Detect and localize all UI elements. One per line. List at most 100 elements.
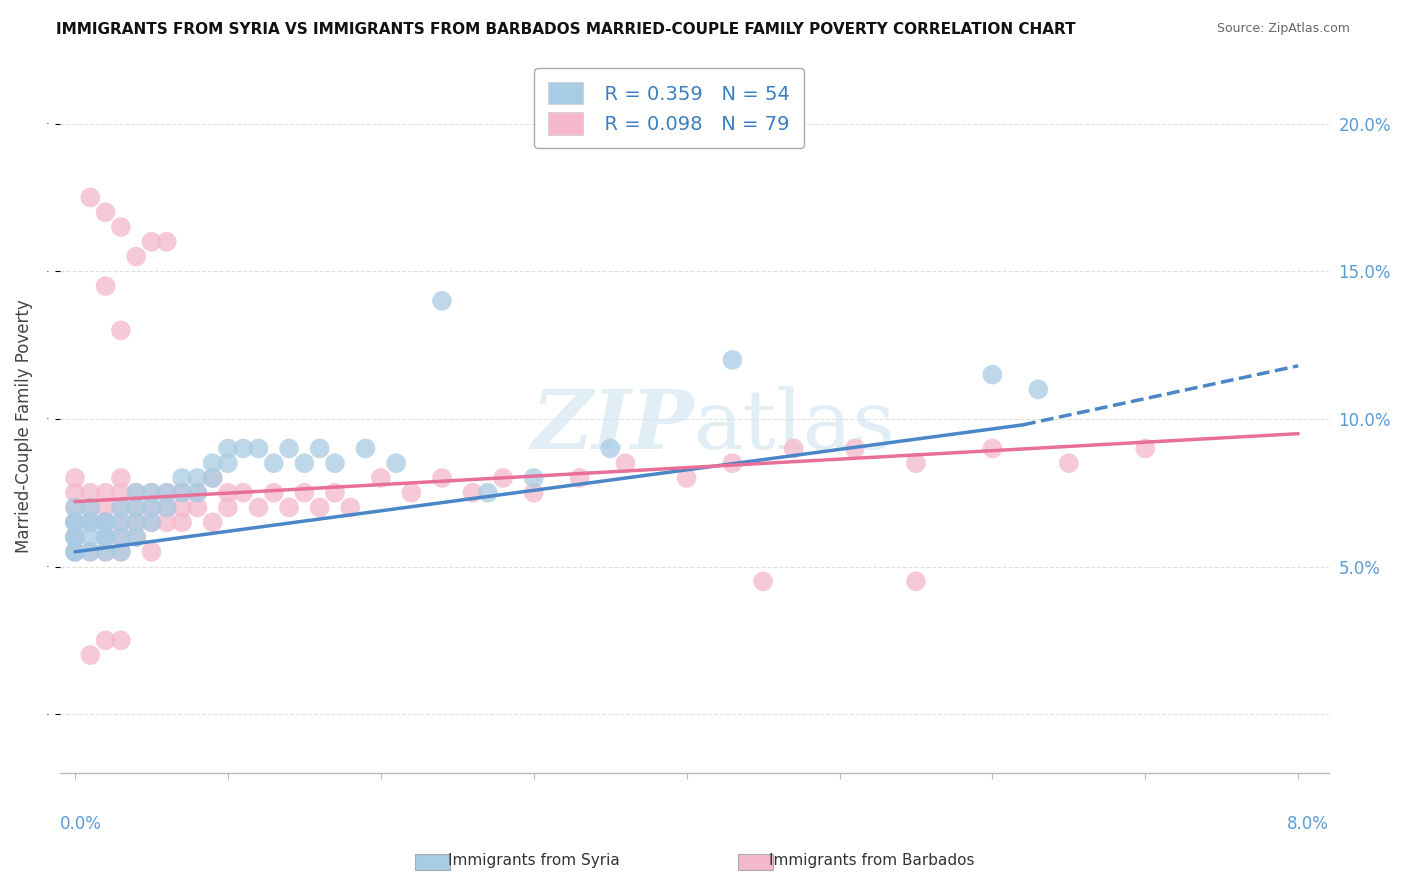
Point: [63, 485, 86, 500]
Point: [141, 235, 163, 249]
Point: [323, 456, 346, 470]
Point: [904, 456, 927, 470]
Point: [156, 485, 179, 500]
Point: [125, 485, 148, 500]
Point: [63, 515, 86, 529]
Point: [110, 220, 132, 235]
Point: [201, 471, 224, 485]
Point: [63, 500, 86, 515]
Point: [94, 545, 117, 559]
Point: [981, 368, 1004, 382]
Bar: [738, 854, 773, 870]
Point: [63, 545, 86, 559]
Text: IMMIGRANTS FROM SYRIA VS IMMIGRANTS FROM BARBADOS MARRIED-COUPLE FAMILY POVERTY : IMMIGRANTS FROM SYRIA VS IMMIGRANTS FROM…: [56, 22, 1076, 37]
Point: [721, 456, 744, 470]
Point: [675, 471, 697, 485]
Point: [141, 500, 163, 515]
Point: [79, 515, 101, 529]
Point: [156, 485, 179, 500]
Point: [94, 279, 117, 293]
Point: [186, 485, 208, 500]
Point: [94, 530, 117, 544]
Point: [94, 530, 117, 544]
Point: [1135, 442, 1157, 456]
Point: [79, 515, 101, 529]
Point: [201, 515, 224, 529]
Point: [141, 515, 163, 529]
Point: [904, 574, 927, 589]
Point: [63, 545, 86, 559]
Point: [263, 485, 285, 500]
Point: [614, 456, 637, 470]
Point: [63, 530, 86, 544]
Point: [430, 293, 453, 308]
Point: [1057, 456, 1080, 470]
Point: [370, 471, 392, 485]
Point: [63, 500, 86, 515]
Point: [141, 485, 163, 500]
Point: [170, 485, 193, 500]
Point: [110, 515, 132, 529]
Point: [125, 500, 148, 515]
Point: [217, 442, 239, 456]
Point: [170, 485, 193, 500]
Point: [156, 500, 179, 515]
Point: [110, 500, 132, 515]
Point: [94, 515, 117, 529]
Point: [217, 485, 239, 500]
Point: [79, 500, 101, 515]
Point: [110, 515, 132, 529]
Point: [201, 471, 224, 485]
Text: ZIP: ZIP: [531, 386, 695, 467]
Point: [94, 500, 117, 515]
Point: [94, 515, 117, 529]
Point: [110, 545, 132, 559]
Point: [63, 471, 86, 485]
Point: [186, 485, 208, 500]
Point: [141, 545, 163, 559]
Legend:   R = 0.359   N = 54,   R = 0.098   N = 79: R = 0.359 N = 54, R = 0.098 N = 79: [534, 69, 804, 148]
Point: [170, 471, 193, 485]
Point: [110, 530, 132, 544]
Point: [232, 442, 254, 456]
Point: [141, 485, 163, 500]
Point: [63, 530, 86, 544]
Point: [94, 515, 117, 529]
Point: [568, 471, 591, 485]
Point: [141, 515, 163, 529]
Point: [186, 500, 208, 515]
Point: [523, 471, 546, 485]
Point: [752, 574, 775, 589]
Point: [156, 500, 179, 515]
Point: [461, 485, 484, 500]
Point: [79, 190, 101, 204]
Bar: [415, 854, 450, 870]
Point: [79, 500, 101, 515]
Point: [232, 485, 254, 500]
Point: [94, 530, 117, 544]
Point: [278, 500, 301, 515]
Point: [110, 500, 132, 515]
Text: Immigrants from Barbados: Immigrants from Barbados: [769, 854, 974, 868]
Point: [125, 530, 148, 544]
Point: [1026, 383, 1049, 397]
Point: [63, 515, 86, 529]
Point: [79, 485, 101, 500]
Point: [156, 235, 179, 249]
Point: [247, 442, 270, 456]
Point: [844, 442, 866, 456]
Point: [110, 471, 132, 485]
Point: [292, 485, 315, 500]
Point: [63, 530, 86, 544]
Point: [110, 545, 132, 559]
Point: [79, 648, 101, 662]
Point: [110, 530, 132, 544]
Text: 0.0%: 0.0%: [59, 814, 101, 833]
Point: [170, 500, 193, 515]
Point: [292, 456, 315, 470]
Point: [278, 442, 301, 456]
Point: [523, 485, 546, 500]
Point: [125, 515, 148, 529]
Point: [599, 442, 621, 456]
Point: [401, 485, 423, 500]
